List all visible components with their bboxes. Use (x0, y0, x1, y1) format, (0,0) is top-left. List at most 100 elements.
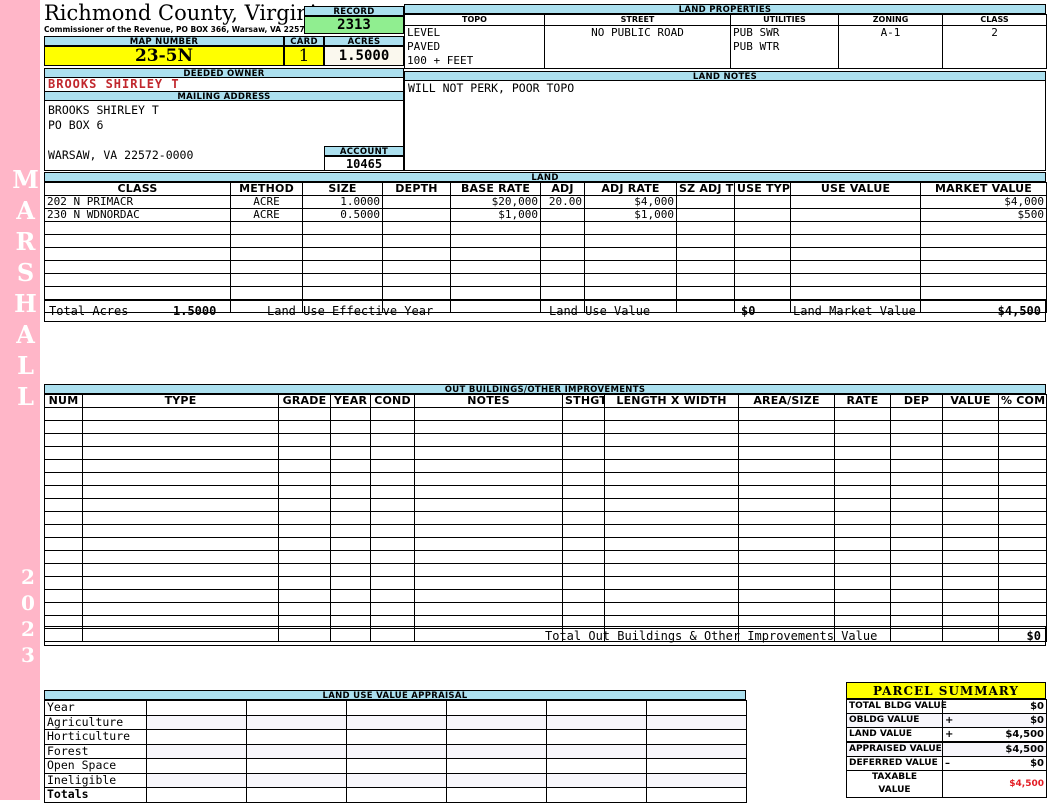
table-row[interactable] (44, 615, 1047, 629)
cell-empty (834, 576, 891, 590)
table-row[interactable] (44, 589, 1047, 603)
cell-empty (738, 524, 835, 538)
cell-empty (604, 602, 739, 616)
cell-empty (302, 234, 383, 248)
cell-empty (330, 472, 371, 486)
table-row[interactable]: Horticulture (44, 729, 747, 745)
cell-empty (370, 498, 415, 512)
cell-value (346, 729, 447, 745)
page-title-block: Richmond County, Virginia Commissioner o… (44, 2, 329, 34)
cell-empty (540, 260, 585, 274)
table-row[interactable] (44, 273, 1047, 287)
parcel-summary-label-appraised-value: APPRAISED VALUE (846, 741, 943, 757)
cell-empty (230, 299, 303, 313)
card-value: 1 (284, 46, 324, 66)
record-value: 2313 (304, 16, 404, 34)
cell-empty (330, 407, 371, 421)
out-buildings-band-label: OUT BUILDINGS/OTHER IMPROVEMENTS (44, 384, 1046, 394)
cell-empty (920, 273, 1047, 287)
table-row[interactable] (44, 472, 1047, 486)
table-row[interactable]: Ineligible (44, 772, 747, 788)
table-row[interactable] (44, 286, 1047, 300)
cell-empty (82, 589, 279, 603)
table-row[interactable] (44, 459, 1047, 473)
cell-empty (790, 299, 921, 313)
table-row[interactable] (44, 247, 1047, 261)
land-use-value-appraisal-band-label: LAND USE VALUE APPRAISAL (44, 690, 746, 700)
column-header-cond: COND (370, 394, 415, 408)
cell-empty (370, 420, 415, 434)
table-row[interactable]: Agriculture (44, 714, 747, 730)
table-row[interactable] (44, 498, 1047, 512)
table-row[interactable]: Forest (44, 743, 747, 759)
cell-empty (82, 576, 279, 590)
table-row[interactable] (44, 260, 1047, 274)
table-row[interactable] (44, 234, 1047, 248)
table-row[interactable]: 230 N WDNORDAC ACRE 0.5000 $1,000 $1,000… (44, 208, 1047, 222)
cell-empty (370, 589, 415, 603)
cell-empty (890, 472, 943, 486)
cell-empty (834, 602, 891, 616)
column-header-pct-comp: % COMP (998, 394, 1047, 408)
cell-empty (330, 589, 371, 603)
parcel-summary-value-land-value: $4,500 (952, 727, 1047, 743)
cell-empty (562, 628, 605, 642)
table-row[interactable] (44, 485, 1047, 499)
parcel-summary-table: TOTAL BLDG VALUE $0 OBLDG VALUE + $0 LAND VAL… (846, 699, 1047, 798)
table-row[interactable] (44, 511, 1047, 525)
table-row[interactable] (44, 446, 1047, 460)
cell-empty (414, 433, 563, 447)
cell-empty (562, 459, 605, 473)
cell-empty (738, 511, 835, 525)
land-properties-table: TOPO STREET UTILITIES ZONING CLASS LEVEL… (404, 14, 1047, 69)
cell-empty (998, 550, 1047, 564)
cell-empty (230, 286, 303, 300)
cell-empty (230, 247, 303, 261)
cell-empty (562, 407, 605, 421)
cell-adj (540, 208, 585, 222)
cell-method: ACRE (230, 208, 303, 222)
table-row[interactable] (44, 407, 1047, 421)
table-header-row: NUM TYPE GRADE YEAR COND NOTES STHGT LEN… (44, 394, 1047, 408)
table-row[interactable]: Year (44, 700, 747, 716)
table-row[interactable] (44, 537, 1047, 551)
cell-empty (834, 446, 891, 460)
table-row[interactable] (44, 221, 1047, 235)
cell-empty (44, 420, 83, 434)
cell-empty (278, 576, 331, 590)
cell-empty (278, 563, 331, 577)
cell-empty (540, 273, 585, 287)
cell-value (546, 772, 647, 788)
cell-empty (330, 576, 371, 590)
table-row[interactable] (44, 550, 1047, 564)
cell-empty (278, 550, 331, 564)
cell-empty (734, 299, 791, 313)
cell-empty (44, 234, 231, 248)
cell-empty (414, 472, 563, 486)
cell-value (146, 729, 247, 745)
table-row[interactable] (44, 602, 1047, 616)
cell-empty (302, 286, 383, 300)
parcel-summary-sign-obldg-value: + (942, 713, 953, 728)
land-use-value-appraisal-section: LAND USE VALUE APPRAISAL Year Agricultur… (44, 690, 747, 803)
table-row[interactable] (44, 524, 1047, 538)
table-row[interactable] (44, 420, 1047, 434)
table-row[interactable]: 202 N PRIMACR ACRE 1.0000 $20,000 20.00 … (44, 195, 1047, 209)
cell-empty (450, 273, 541, 287)
table-row[interactable]: Open Space (44, 758, 747, 774)
cell-topo: 100 + FEET (404, 54, 545, 69)
cell-empty (82, 615, 279, 629)
table-row[interactable] (44, 628, 1047, 642)
cell-empty (562, 433, 605, 447)
cell-empty (330, 615, 371, 629)
table-row[interactable] (44, 576, 1047, 590)
cell-empty (890, 563, 943, 577)
cell-empty (382, 247, 451, 261)
table-row[interactable] (44, 563, 1047, 577)
cell-empty (604, 511, 739, 525)
table-row[interactable] (44, 433, 1047, 447)
column-header-num: NUM (44, 394, 83, 408)
cell-empty (44, 589, 83, 603)
table-row[interactable]: Totals (44, 787, 747, 803)
cell-empty (562, 537, 605, 551)
